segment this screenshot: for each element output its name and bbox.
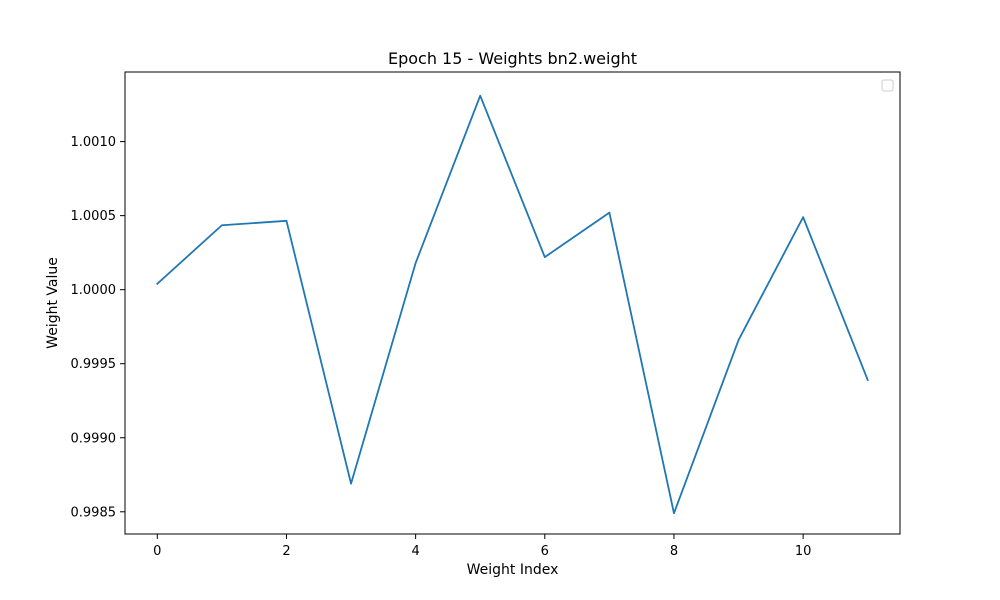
y-axis-label: Weight Value bbox=[45, 257, 61, 349]
y-tick-label: 1.0005 bbox=[71, 209, 117, 224]
series-layer bbox=[156, 94, 869, 515]
y-axis-ticks: 0.9985 0.9990 0.9995 1.0000 1.0005 1.0010 bbox=[71, 135, 125, 520]
x-tick-label: 10 bbox=[795, 544, 812, 559]
x-tick-label: 8 bbox=[670, 544, 678, 559]
x-tick-label: 4 bbox=[411, 544, 419, 559]
series-line bbox=[156, 94, 869, 515]
y-tick-label: 0.9990 bbox=[71, 431, 117, 446]
y-tick-label: 1.0000 bbox=[71, 283, 117, 298]
y-tick-label: 1.0010 bbox=[71, 135, 117, 150]
x-tick-label: 2 bbox=[282, 544, 290, 559]
x-axis-label: Weight Index bbox=[467, 562, 559, 578]
y-tick-label: 0.9985 bbox=[71, 505, 117, 520]
x-tick-label: 0 bbox=[153, 544, 161, 559]
legend-box bbox=[881, 79, 894, 92]
x-tick-label: 6 bbox=[541, 544, 549, 559]
y-tick-label: 0.9995 bbox=[71, 357, 117, 372]
plot-area-frame bbox=[124, 71, 901, 535]
x-axis-ticks: 0 2 4 6 8 10 bbox=[153, 534, 811, 559]
chart-title: Epoch 15 - Weights bn2.weight bbox=[388, 49, 637, 68]
